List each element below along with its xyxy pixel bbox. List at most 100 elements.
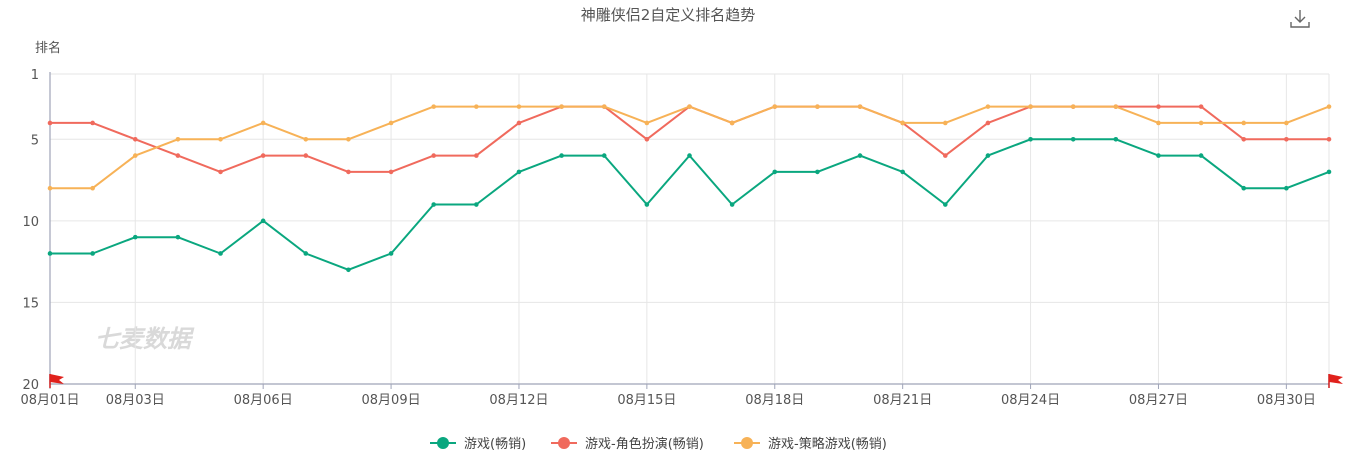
data-point xyxy=(175,153,181,158)
legend-item-1: 游戏(畅销) xyxy=(430,437,526,452)
data-point xyxy=(857,104,863,109)
data-point xyxy=(772,104,778,109)
data-point xyxy=(47,120,53,126)
data-point xyxy=(1156,104,1161,109)
data-point xyxy=(943,153,948,158)
data-point xyxy=(1284,185,1289,191)
data-point xyxy=(687,153,692,158)
data-point xyxy=(218,136,223,142)
data-point xyxy=(47,251,53,256)
grid xyxy=(49,73,1330,384)
data-point xyxy=(346,169,351,175)
data-point xyxy=(175,234,181,240)
data-point xyxy=(90,120,95,126)
data-point xyxy=(1198,120,1204,126)
legend-marker xyxy=(741,437,753,449)
x-tick-label: 08月09日 xyxy=(362,393,421,408)
series-1 xyxy=(47,136,1332,273)
data-point xyxy=(1156,120,1161,126)
data-point xyxy=(943,120,948,126)
range-end-flag xyxy=(1328,374,1343,388)
flag-banner xyxy=(50,374,64,384)
data-point xyxy=(644,120,650,126)
data-point xyxy=(1028,104,1033,109)
y-tick-label: 20 xyxy=(22,378,39,393)
x-tick-label: 08月18日 xyxy=(745,393,804,408)
data-point xyxy=(47,185,53,191)
legend-marker xyxy=(437,437,449,449)
data-point xyxy=(729,120,735,126)
x-tick-label: 08月30日 xyxy=(1257,393,1316,408)
data-point xyxy=(474,104,479,109)
legend-label: 游戏(畅销) xyxy=(464,437,526,452)
series-line xyxy=(50,138,1330,271)
data-point xyxy=(516,104,522,109)
data-point xyxy=(900,169,905,175)
data-point xyxy=(132,234,138,240)
data-point xyxy=(346,136,351,142)
data-point xyxy=(474,202,479,207)
x-tick-label: 08月12日 xyxy=(489,393,548,408)
data-point xyxy=(260,218,266,224)
data-point xyxy=(601,153,607,158)
data-point xyxy=(644,202,650,207)
legend-label: 游戏-角色扮演(畅销) xyxy=(585,436,704,452)
legend-item-3: 游戏-策略游戏(畅销) xyxy=(734,436,887,452)
data-point xyxy=(132,153,138,158)
data-point xyxy=(900,120,905,126)
data-point xyxy=(1241,136,1247,142)
data-point xyxy=(559,153,564,158)
data-point xyxy=(388,120,394,126)
watermark: 七麦数据 xyxy=(95,325,195,353)
download-icon xyxy=(1290,10,1310,28)
x-tick-label: 08月03日 xyxy=(106,393,165,408)
data-point xyxy=(943,202,948,207)
data-point xyxy=(431,202,437,207)
x-tick-label: 08月27日 xyxy=(1129,393,1188,408)
legend: 游戏(畅销) 游戏-角色扮演(畅销) 游戏-策略游戏(畅销) xyxy=(430,436,887,452)
y-tick-label: 5 xyxy=(31,133,39,148)
y-tick-label: 15 xyxy=(22,296,39,311)
data-point xyxy=(815,104,820,109)
chart-title: 神雕侠侣2自定义排名趋势 xyxy=(581,6,756,24)
data-point xyxy=(474,153,479,158)
data-point xyxy=(644,136,650,142)
range-start-flag xyxy=(49,374,64,388)
y-tick-label: 1 xyxy=(31,68,39,83)
data-point xyxy=(388,169,394,175)
data-point xyxy=(1284,120,1289,126)
y-axis-name: 排名 xyxy=(35,40,61,56)
y-tick-label: 10 xyxy=(22,215,39,230)
x-tick-label: 08月15日 xyxy=(617,393,676,408)
data-point xyxy=(303,153,309,158)
data-point xyxy=(1198,153,1204,158)
data-point xyxy=(90,251,95,256)
data-point xyxy=(388,251,394,256)
data-point xyxy=(431,153,437,158)
range-flags xyxy=(49,374,1343,388)
legend-label: 游戏-策略游戏(畅销) xyxy=(768,436,887,452)
data-point xyxy=(1028,136,1033,142)
data-point xyxy=(516,169,522,175)
data-point xyxy=(1070,104,1076,109)
data-point xyxy=(1241,185,1247,191)
data-point xyxy=(218,169,223,175)
data-point xyxy=(260,153,266,158)
data-point xyxy=(815,169,820,175)
data-point xyxy=(729,202,735,207)
x-tick-label: 08月06日 xyxy=(234,393,293,408)
x-tick-label: 08月24日 xyxy=(1001,393,1060,408)
download-button[interactable] xyxy=(1290,10,1310,28)
data-point xyxy=(1326,104,1332,109)
legend-marker xyxy=(558,437,570,449)
data-point xyxy=(601,104,607,109)
x-tick-label: 08月21日 xyxy=(873,393,932,408)
x-tick-label: 08月01日 xyxy=(20,393,79,408)
data-point xyxy=(346,267,351,273)
data-point xyxy=(260,120,266,126)
data-point xyxy=(1284,136,1289,142)
data-point xyxy=(218,251,223,256)
data-point xyxy=(1113,104,1119,109)
